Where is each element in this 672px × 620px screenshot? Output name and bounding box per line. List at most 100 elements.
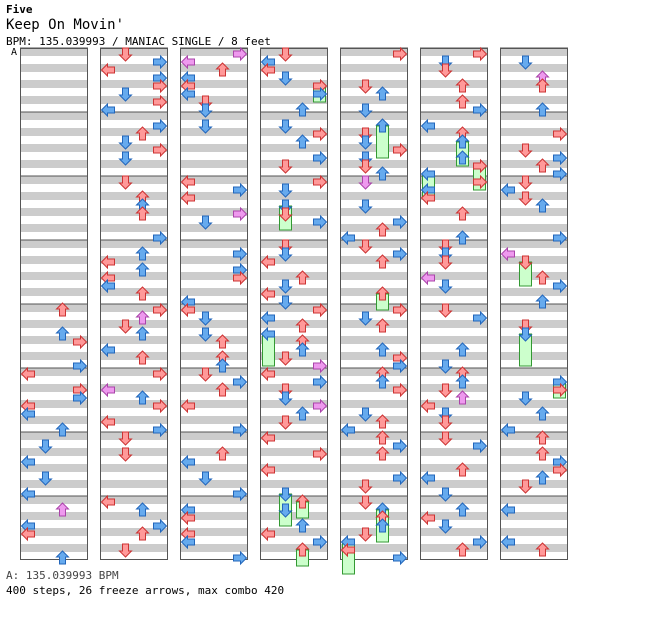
stripe bbox=[500, 552, 568, 560]
step-arrow-down bbox=[278, 183, 293, 198]
stripe bbox=[180, 288, 248, 296]
stripe bbox=[500, 384, 568, 392]
step-arrow-right bbox=[313, 174, 328, 190]
stripe bbox=[180, 456, 248, 464]
step-arrow-left bbox=[180, 54, 195, 70]
stripe bbox=[180, 192, 248, 200]
step-arrow-left bbox=[180, 510, 195, 526]
stripe bbox=[500, 456, 568, 464]
stripe bbox=[500, 96, 568, 104]
step-arrow-down bbox=[358, 199, 373, 214]
step-arrow-up bbox=[455, 230, 470, 245]
stripe bbox=[100, 440, 168, 448]
stripe bbox=[260, 496, 328, 504]
stripe bbox=[420, 480, 488, 488]
step-arrow-left bbox=[420, 118, 435, 134]
step-arrow-left bbox=[20, 366, 35, 382]
step-arrow-down bbox=[198, 311, 213, 326]
stripe bbox=[340, 248, 408, 256]
step-arrow-up bbox=[135, 206, 150, 221]
stripe bbox=[180, 144, 248, 152]
stripe bbox=[180, 416, 248, 424]
stripe bbox=[260, 56, 328, 64]
stripe bbox=[340, 344, 408, 352]
step-arrow-down bbox=[278, 351, 293, 366]
stripe bbox=[20, 296, 88, 304]
stripe bbox=[20, 208, 88, 216]
stripe bbox=[260, 488, 328, 496]
step-arrow-down bbox=[118, 543, 133, 558]
step-arrow-right bbox=[313, 374, 328, 390]
stripe bbox=[260, 448, 328, 456]
step-arrow-left bbox=[500, 246, 515, 262]
stripe bbox=[20, 536, 88, 544]
stripe bbox=[420, 464, 488, 472]
stripe bbox=[500, 48, 568, 56]
stripe bbox=[180, 448, 248, 456]
step-arrow-up bbox=[375, 414, 390, 429]
step-arrow-down bbox=[38, 471, 53, 486]
stripe bbox=[100, 72, 168, 80]
step-arrow-right bbox=[313, 150, 328, 166]
stripe bbox=[420, 304, 488, 312]
stripe bbox=[260, 248, 328, 256]
step-arrow-left bbox=[340, 542, 355, 558]
step-arrow-up bbox=[295, 102, 310, 117]
stripe bbox=[180, 72, 248, 80]
stripe bbox=[420, 120, 488, 128]
stripe bbox=[340, 352, 408, 360]
step-arrow-right bbox=[473, 438, 488, 454]
stripe bbox=[20, 480, 88, 488]
stripe bbox=[100, 552, 168, 560]
stripe bbox=[260, 208, 328, 216]
stripe bbox=[340, 392, 408, 400]
stripe bbox=[180, 96, 248, 104]
step-arrow-right bbox=[313, 398, 328, 414]
stripe bbox=[20, 120, 88, 128]
stripe bbox=[100, 376, 168, 384]
step-arrow-left bbox=[340, 422, 355, 438]
stripe bbox=[20, 200, 88, 208]
stripe bbox=[100, 528, 168, 536]
stripe bbox=[100, 64, 168, 72]
stripe bbox=[340, 312, 408, 320]
step-arrow-left bbox=[500, 502, 515, 518]
step-arrow-down bbox=[518, 327, 533, 342]
stripe bbox=[180, 376, 248, 384]
stripe bbox=[420, 48, 488, 56]
stripe bbox=[500, 488, 568, 496]
stripe bbox=[260, 80, 328, 88]
stripe bbox=[100, 48, 168, 56]
stripe bbox=[180, 224, 248, 232]
step-arrow-up bbox=[135, 390, 150, 405]
step-arrow-down bbox=[118, 135, 133, 150]
stripe bbox=[20, 232, 88, 240]
stripe bbox=[20, 56, 88, 64]
stripe bbox=[500, 416, 568, 424]
stripe bbox=[260, 400, 328, 408]
step-arrow-down bbox=[358, 175, 373, 190]
step-arrow-up bbox=[455, 502, 470, 517]
stripe bbox=[100, 512, 168, 520]
stripe bbox=[20, 504, 88, 512]
stripe bbox=[420, 152, 488, 160]
stripe bbox=[260, 152, 328, 160]
stripe bbox=[340, 216, 408, 224]
stripe bbox=[100, 80, 168, 88]
stripe bbox=[420, 528, 488, 536]
stripe bbox=[20, 392, 88, 400]
stripe bbox=[260, 480, 328, 488]
stripe bbox=[420, 248, 488, 256]
stripe bbox=[100, 352, 168, 360]
stripe bbox=[500, 448, 568, 456]
stripe bbox=[420, 168, 488, 176]
stripe bbox=[180, 160, 248, 168]
stripe bbox=[20, 440, 88, 448]
step-arrow-up bbox=[535, 294, 550, 309]
stripe bbox=[500, 200, 568, 208]
stripe bbox=[20, 264, 88, 272]
step-arrow-up bbox=[55, 502, 70, 517]
step-arrow-up bbox=[375, 286, 390, 301]
step-arrow-right bbox=[393, 470, 408, 486]
step-arrow-right bbox=[73, 334, 88, 350]
